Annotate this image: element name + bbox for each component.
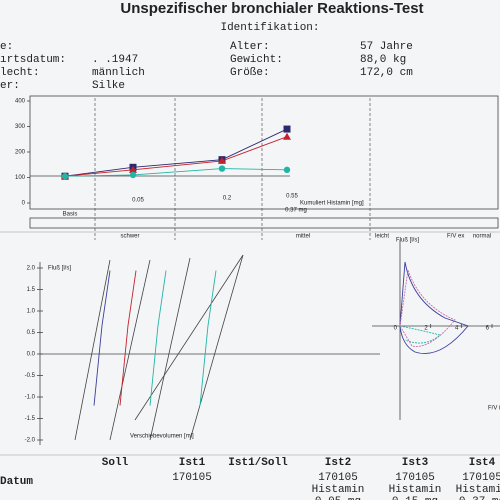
marker-circle — [283, 166, 291, 174]
column-header: Ist1 — [179, 457, 206, 469]
table-cell: Histamin — [389, 484, 442, 496]
x-tick-label: 0.2 — [223, 196, 232, 202]
legend-label: F/V ex — [447, 234, 464, 240]
marker-square — [283, 125, 291, 133]
annotation: 0.37 mg — [285, 208, 307, 214]
table-cell: 0.05 mg — [315, 496, 361, 500]
table-cell: 0.15 mg — [392, 496, 438, 500]
x-axis-label: Kumuliert Histamin [mg] — [300, 201, 364, 207]
y-tick-label: 200 — [15, 150, 26, 156]
table-cell: 170105 — [395, 472, 435, 484]
table-cell: Histamin — [456, 484, 500, 496]
field-value: 57 Jahre — [360, 41, 413, 53]
y-tick-label: 1.0 — [27, 309, 36, 315]
row-label: Datum — [0, 476, 33, 488]
flow-trace — [199, 270, 217, 406]
flow-loop — [399, 261, 469, 354]
series-line — [64, 136, 288, 177]
series-line — [64, 168, 288, 177]
flow-trace — [119, 270, 137, 406]
severity-label: mittel — [296, 234, 310, 240]
x-tick-label: 0.55 — [286, 194, 298, 200]
field-label: Größe: — [230, 67, 270, 79]
y-tick-label: -1.5 — [25, 416, 36, 422]
field-value: 172,0 cm — [360, 67, 413, 79]
field-label: ırtsdatum: — [0, 54, 66, 66]
flow-trace — [149, 270, 167, 406]
marker-circle — [218, 165, 226, 172]
trace-guide — [149, 257, 191, 441]
column-header: Ist1/Soll — [228, 457, 288, 469]
column-header: Soll — [102, 457, 129, 469]
field-label: e: — [0, 41, 13, 53]
y-tick-label: 0.5 — [27, 330, 36, 336]
y-tick-label: -2.0 — [25, 438, 36, 444]
field-value: . .1947 — [92, 54, 138, 66]
marker-circle — [129, 171, 137, 179]
report-title: Unspezifischer bronchialer Reaktions-Tes… — [120, 0, 423, 17]
x-tick-label: 0.05 — [132, 198, 144, 204]
field-label: lecht: — [0, 67, 40, 79]
flow-loop — [399, 325, 441, 344]
y-tick-label: 0 — [22, 201, 26, 207]
chart-frame — [29, 95, 499, 210]
y-axis-label: Fluß [l/s] — [48, 266, 71, 272]
marker-triangle — [283, 132, 291, 140]
x-tick-label: 6 — [486, 326, 490, 332]
y-tick-label: -1.0 — [25, 395, 36, 401]
y-tick-label: 1.5 — [27, 287, 36, 293]
trace-guide — [189, 254, 244, 441]
field-label: er: — [0, 80, 20, 92]
y-tick-label: 100 — [15, 175, 26, 181]
x-axis-label: Verschiebevolumen [ml] — [130, 434, 194, 440]
marker-circle — [61, 173, 69, 180]
field-value: 88,0 kg — [360, 54, 406, 66]
severity-label: leicht — [375, 234, 389, 240]
flow-loop — [399, 269, 456, 347]
column-header: Ist3 — [402, 457, 429, 469]
marker-triangle — [218, 156, 226, 164]
severity-label: normal — [473, 234, 491, 240]
table-cell: 0.37 mg — [459, 496, 500, 500]
table-cell: 170105 — [318, 472, 358, 484]
table-cell: 170105 — [462, 472, 500, 484]
x-tick-label: 4 — [455, 326, 459, 332]
flow-trace — [93, 270, 111, 406]
marker-triangle — [129, 165, 137, 173]
trace-guide — [74, 259, 111, 441]
x-tick-label: 2 — [424, 326, 428, 332]
x-axis-label: F/V in — [488, 406, 500, 412]
severity-bar — [29, 217, 499, 229]
severity-label: schwer — [120, 234, 139, 240]
y-tick-label: -0.5 — [25, 373, 36, 379]
section-heading: Identifikation: — [220, 22, 319, 34]
y-tick-label: 2.0 — [27, 266, 36, 272]
table-cell: 170105 — [172, 472, 212, 484]
y-axis-label: Fluß [l/s] — [396, 238, 419, 244]
trace-guide — [109, 259, 151, 441]
y-tick-label: 300 — [15, 124, 26, 130]
trace-guide — [134, 254, 244, 421]
table-cell: Histamin — [312, 484, 365, 496]
column-header: Ist4 — [469, 457, 496, 469]
field-value: Silke — [92, 80, 125, 92]
field-value: männlich — [92, 67, 145, 79]
x-tick-label: 0 — [394, 326, 398, 332]
x-tick-label: Basis — [63, 212, 78, 218]
y-tick-label: 0.0 — [27, 352, 36, 358]
field-label: Alter: — [230, 41, 270, 53]
field-label: Gewicht: — [230, 54, 283, 66]
column-header: Ist2 — [325, 457, 351, 469]
y-tick-label: 400 — [15, 99, 26, 105]
series-line — [64, 128, 288, 177]
